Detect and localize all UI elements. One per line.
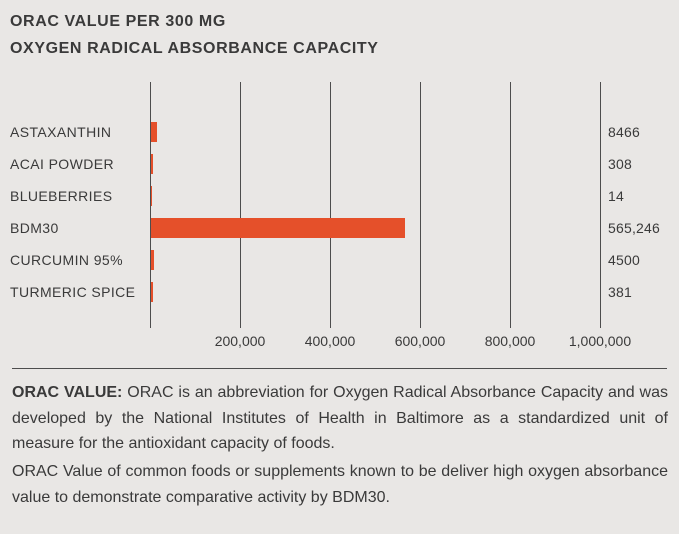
- bar-row: ACAI POWDER 308: [0, 148, 679, 180]
- value-label: 565,246: [608, 220, 661, 236]
- category-label: CURCUMIN 95%: [10, 252, 123, 268]
- bar-row: CURCUMIN 95% 4500: [0, 244, 679, 276]
- divider-line: [12, 368, 667, 369]
- x-tick-label: 200,000: [214, 333, 266, 349]
- category-label: BLUEBERRIES: [10, 188, 113, 204]
- chart-title-line1: ORAC VALUE PER 300 MG: [10, 13, 226, 30]
- bar: [151, 250, 154, 270]
- footnote-lead-in: ORAC VALUE:: [12, 384, 123, 401]
- footnote-paragraph-1: ORAC VALUE: ORAC is an abbreviation for …: [12, 380, 668, 457]
- category-label: TURMERIC SPICE: [10, 284, 136, 300]
- category-label: BDM30: [10, 220, 59, 236]
- bar-row: BLUEBERRIES 14: [0, 180, 679, 212]
- chart-title-line2: OXYGEN RADICAL ABSORBANCE CAPACITY: [10, 40, 379, 57]
- bar-rows: ASTAXANTHIN 8466 ACAI POWDER 308 BLUEBERRIES…: [0, 116, 679, 308]
- x-tick-label: 400,000: [304, 333, 356, 349]
- footnote-paragraph-1-text: ORAC is an abbreviation for Oxygen Radic…: [12, 384, 668, 453]
- bar: [151, 218, 405, 238]
- category-label: ACAI POWDER: [10, 156, 114, 172]
- value-label: 8466: [608, 124, 640, 140]
- bar: [151, 154, 153, 174]
- x-tick-label: 600,000: [394, 333, 446, 349]
- bar-row: ASTAXANTHIN 8466: [0, 116, 679, 148]
- category-label: ASTAXANTHIN: [10, 124, 112, 140]
- gridline-1000000: [600, 82, 601, 328]
- x-tick-label: 1,000,000: [568, 333, 632, 349]
- gridline-200000: [240, 82, 241, 328]
- bar: [151, 122, 157, 142]
- footnote-paragraph-2: ORAC Value of common foods or supplement…: [12, 463, 668, 506]
- value-label: 381: [608, 284, 632, 300]
- bar-row: TURMERIC SPICE 381: [0, 276, 679, 308]
- gridline-800000: [510, 82, 511, 328]
- bar: [151, 282, 153, 302]
- chart-title: ORAC VALUE PER 300 MG OXYGEN RADICAL ABS…: [10, 8, 379, 62]
- value-label: 4500: [608, 252, 640, 268]
- y-axis-line: [150, 82, 151, 328]
- bar-row: BDM30 565,246: [0, 212, 679, 244]
- gridline-400000: [330, 82, 331, 328]
- value-label: 14: [608, 188, 624, 204]
- gridline-600000: [420, 82, 421, 328]
- plot-area: [150, 82, 601, 328]
- x-axis-tick-labels: 200,000 400,000 600,000 800,000 1,000,000: [150, 333, 631, 351]
- value-label: 308: [608, 156, 632, 172]
- bar: [151, 186, 152, 206]
- x-tick-label: 800,000: [484, 333, 536, 349]
